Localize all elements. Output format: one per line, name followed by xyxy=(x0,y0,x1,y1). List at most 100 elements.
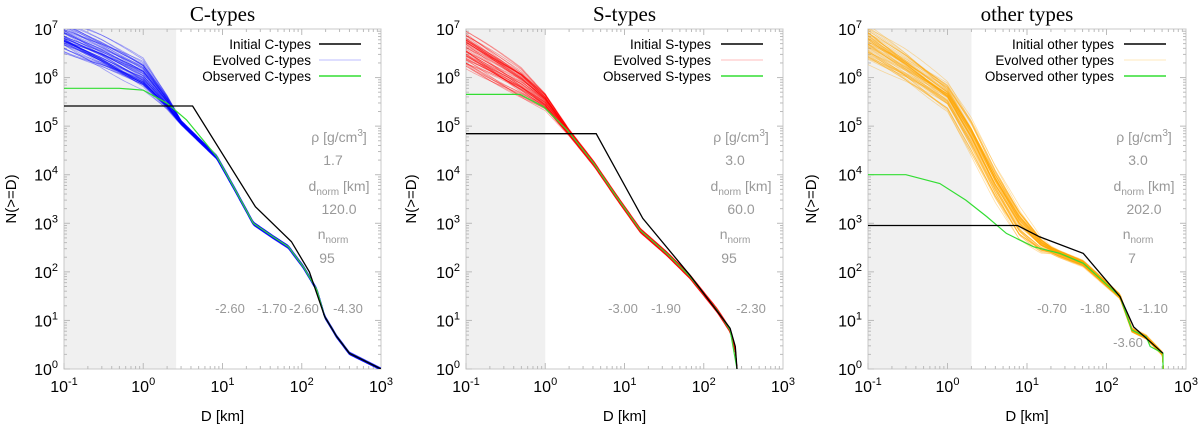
x-tick-exponent: 2 xyxy=(308,376,314,388)
y-tick-base: 10 xyxy=(838,265,856,282)
y-tick-label: 107 xyxy=(838,19,862,39)
y-tick-base: 10 xyxy=(838,168,856,185)
y-tick-exponent: 4 xyxy=(454,165,460,177)
y-tick-base: 10 xyxy=(838,313,856,330)
evolved-run-line xyxy=(466,57,738,369)
dnorm-label-unit: [km] xyxy=(1144,178,1174,194)
chart-title: C-types xyxy=(190,2,255,26)
y-tick-exponent: 4 xyxy=(52,165,58,177)
y-tick-label: 104 xyxy=(838,165,862,185)
nnorm-label-sub: norm xyxy=(326,235,349,246)
param-nnorm-value: 7 xyxy=(1128,250,1136,266)
legend-label: Initial S-types xyxy=(630,37,711,52)
x-tick-exponent: 1 xyxy=(630,376,636,388)
y-tick-exponent: 7 xyxy=(856,19,862,31)
y-tick-exponent: 7 xyxy=(52,19,58,31)
slope-label: -1.90 xyxy=(651,301,681,316)
evolved-run-line xyxy=(868,29,1164,369)
panel-other-types: other types 10-1 100 101 102 103 100 101 102 103 1… xyxy=(800,0,1200,430)
nnorm-label-sub: norm xyxy=(1131,235,1154,246)
panel-s-types: S-types 10-1 100 101 102 103 100 101 102 103 104 10… xyxy=(400,0,800,430)
y-tick-label: 103 xyxy=(34,213,58,233)
rho-label-sup: 3 xyxy=(1162,128,1168,139)
x-tick-exponent: 1 xyxy=(1033,376,1039,388)
y-tick-base: 10 xyxy=(436,265,454,282)
evolved-run-line xyxy=(466,65,738,369)
param-dnorm-label: dnorm [km] xyxy=(309,178,370,198)
y-tick-base: 10 xyxy=(34,119,52,136)
rho-label-text: ρ [g/cm xyxy=(713,129,759,145)
y-tick-base: 10 xyxy=(34,216,52,233)
x-tick-label: 103 xyxy=(771,376,795,396)
y-tick-exponent: 4 xyxy=(856,165,862,177)
y-tick-base: 10 xyxy=(838,216,856,233)
x-tick-exponent: -1 xyxy=(470,376,480,388)
evolved-run-line xyxy=(64,47,381,369)
rho-label-close: ] xyxy=(1168,129,1172,145)
evolved-run-line xyxy=(466,63,738,369)
rho-label-text: ρ [g/cm xyxy=(311,129,357,145)
plot-area xyxy=(466,30,738,369)
x-tick-base: 10 xyxy=(369,379,387,396)
dnorm-label-unit: [km] xyxy=(741,178,771,194)
y-tick-exponent: 1 xyxy=(52,310,58,322)
evolved-run-line xyxy=(868,54,1164,369)
x-tick-label: 101 xyxy=(211,376,235,396)
y-tick-label: 105 xyxy=(34,116,58,136)
x-tick-base: 10 xyxy=(613,379,631,396)
slope-label: -3.00 xyxy=(608,301,638,316)
y-tick-label: 106 xyxy=(838,68,862,88)
legend-label: Observed C-types xyxy=(202,69,311,84)
evolved-run-line xyxy=(868,49,1164,369)
shaded-region xyxy=(64,29,177,369)
x-tick-exponent: 2 xyxy=(710,376,716,388)
x-tick-exponent: -1 xyxy=(872,376,882,388)
param-nnorm-label: nnorm xyxy=(318,226,349,246)
x-tick-label: 102 xyxy=(692,376,716,396)
nnorm-label-sub: norm xyxy=(728,235,751,246)
rho-label-sup: 3 xyxy=(357,128,363,139)
y-tick-base: 10 xyxy=(436,313,454,330)
shaded-region xyxy=(868,29,972,369)
evolved-run-line xyxy=(869,29,1164,369)
evolved-run-line xyxy=(868,51,1164,369)
legend-label: Evolved other types xyxy=(995,53,1114,68)
legend-label: Evolved C-types xyxy=(213,53,312,68)
y-tick-exponent: 2 xyxy=(856,262,862,274)
dnorm-label-unit: [km] xyxy=(339,178,369,194)
evolved-run-line xyxy=(466,63,738,369)
plot-area xyxy=(64,29,381,369)
y-tick-exponent: 0 xyxy=(52,359,58,371)
rho-label-close: ] xyxy=(765,129,769,145)
x-tick-label: 102 xyxy=(290,376,314,396)
y-tick-base: 10 xyxy=(436,71,454,88)
y-tick-base: 10 xyxy=(436,362,454,379)
param-dnorm-value: 60.0 xyxy=(727,201,754,217)
y-tick-label: 101 xyxy=(838,310,862,330)
y-tick-label: 103 xyxy=(838,213,862,233)
x-tick-label: 10-1 xyxy=(854,376,882,396)
param-nnorm-value: 95 xyxy=(319,250,335,266)
param-nnorm-value: 95 xyxy=(721,250,737,266)
y-tick-exponent: 3 xyxy=(454,213,460,225)
y-tick-label: 105 xyxy=(838,116,862,136)
x-tick-base: 10 xyxy=(692,379,710,396)
initial-line xyxy=(466,133,738,369)
evolved-run-line xyxy=(873,29,1164,369)
y-tick-exponent: 0 xyxy=(454,359,460,371)
evolved-run-line xyxy=(868,58,1164,369)
x-tick-label: 101 xyxy=(613,376,637,396)
y-tick-label: 101 xyxy=(436,310,460,330)
y-tick-label: 102 xyxy=(34,262,58,282)
x-tick-base: 10 xyxy=(131,379,149,396)
y-tick-exponent: 6 xyxy=(856,68,862,80)
slope-label: -1.70 xyxy=(257,301,287,316)
x-tick-label: 100 xyxy=(533,376,557,396)
y-tick-base: 10 xyxy=(838,119,856,136)
y-tick-label: 100 xyxy=(838,359,862,379)
x-tick-exponent: 1 xyxy=(228,376,234,388)
plot-area xyxy=(868,29,1164,369)
x-tick-base: 10 xyxy=(1095,379,1113,396)
